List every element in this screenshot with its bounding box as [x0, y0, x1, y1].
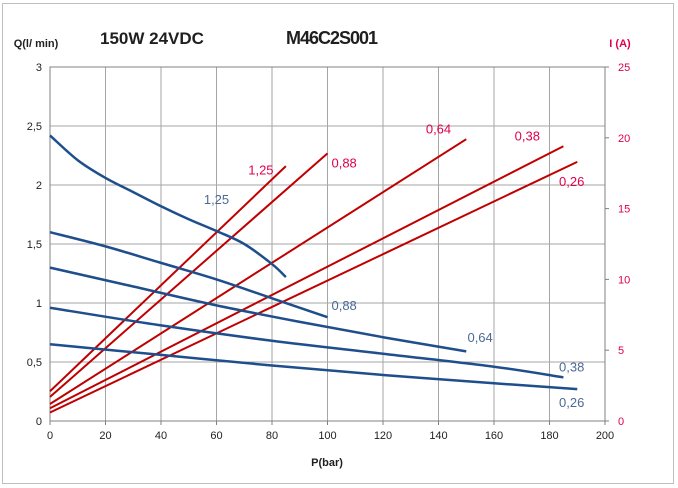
y-tick-label: 2,5 — [27, 121, 42, 133]
current-line-0-88 — [49, 152, 329, 398]
current-line-0-26 — [49, 160, 578, 414]
y2-tick-label: 5 — [618, 345, 624, 357]
current-label: 0,26 — [559, 174, 584, 189]
flow-label: 1,25 — [204, 192, 229, 207]
x-tick-label: 160 — [485, 430, 503, 442]
flow-line-1-25 — [49, 134, 287, 278]
y-tick-label: 1 — [36, 298, 42, 310]
y-tick-label: 3 — [36, 62, 42, 74]
x-tick-label: 40 — [155, 430, 167, 442]
current-line-0-38 — [49, 145, 564, 410]
x-tick-label: 180 — [540, 430, 558, 442]
y2-tick-label: 15 — [618, 204, 630, 216]
y2-tick-label: 0 — [618, 416, 624, 428]
flow-line-0-64 — [49, 266, 467, 353]
series — [49, 134, 578, 414]
x-tick-label: 0 — [47, 430, 53, 442]
y-tick-label: 0 — [36, 416, 42, 428]
x-axis-title: P(bar) — [311, 457, 343, 469]
flow-label: 0,38 — [559, 359, 584, 374]
model-code: M46C2S001 — [286, 28, 378, 48]
x-tick-label: 80 — [266, 430, 278, 442]
x-tick-label: 100 — [318, 430, 336, 442]
left-axis-title: Q(l/ min) — [14, 38, 59, 50]
flow-line-0-88 — [49, 230, 328, 319]
current-label: 0,64 — [426, 122, 451, 137]
current-label: 1,25 — [248, 163, 273, 178]
series-labels: 1,25 0,88 0,64 0,38 0,26 1,25 0,88 0,64 0,38 0,26 — [204, 122, 585, 410]
flow-label: 0,64 — [467, 330, 492, 345]
x-tick-label: 200 — [596, 430, 614, 442]
right-axis-title: I (A) — [609, 38, 631, 50]
current-label: 0,88 — [331, 156, 356, 171]
plot-area-border — [49, 66, 606, 422]
x-tick-label: 120 — [374, 430, 392, 442]
y-tick-label: 2 — [36, 180, 42, 192]
y2-tick-label: 20 — [618, 133, 630, 145]
flow-label: 0,88 — [331, 298, 356, 313]
y2-tick-label: 10 — [618, 274, 630, 286]
y-tick-label: 0,5 — [27, 357, 42, 369]
flow-line-0-38 — [49, 306, 564, 379]
y-tick-label: 1,5 — [27, 239, 42, 251]
current-line-0-64 — [49, 138, 467, 405]
x-tick-label: 60 — [210, 430, 222, 442]
current-label: 0,38 — [515, 129, 540, 144]
flow-line-0-26 — [49, 343, 578, 391]
x-tick-label: 20 — [99, 430, 111, 442]
x-tick-label: 140 — [429, 430, 447, 442]
tick-labels: 00,511,522,530 20 40 60 80 100 120 140 160 180 200… — [27, 62, 631, 442]
flow-label: 0,26 — [559, 395, 584, 410]
chart-title: 150W 24VDC — [100, 29, 204, 48]
y2-tick-label: 25 — [618, 62, 630, 74]
current-line-1-25 — [49, 165, 287, 392]
